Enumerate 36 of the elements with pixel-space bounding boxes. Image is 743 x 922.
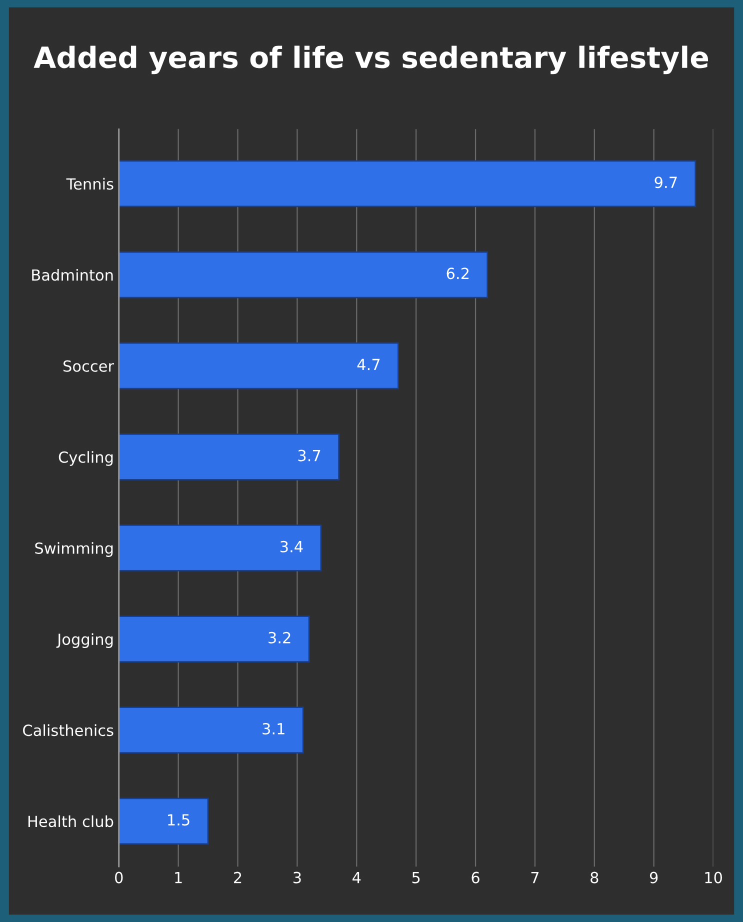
bar	[118, 160, 696, 208]
y-tick-label: Tennis	[66, 178, 114, 190]
x-tick-label: 4	[352, 872, 361, 884]
data-label: 9.7	[654, 176, 677, 188]
x-tick-label: 2	[234, 872, 242, 884]
y-tick-label: Jogging	[56, 633, 113, 648]
x-tick-label: 10	[705, 872, 722, 884]
x-tick-label: 0	[115, 872, 123, 884]
data-label: 3.1	[262, 722, 284, 735]
y-tick-label: Calisthenics	[23, 724, 114, 736]
data-label: 3.7	[298, 450, 320, 462]
y-tick-label: Health club	[28, 815, 114, 828]
bar	[118, 433, 340, 480]
x-tick-label: 3	[294, 872, 301, 884]
bar	[118, 706, 304, 754]
data-label: 4.7	[357, 358, 380, 370]
y-tick-label: Swimming	[35, 542, 113, 557]
bar	[118, 524, 322, 572]
x-tick-label: 5	[412, 872, 420, 884]
data-label: 6.2	[446, 268, 469, 280]
y-tick-label: Soccer	[63, 360, 114, 372]
chart-title: Added years of life vs sedentary lifestyle	[34, 46, 708, 74]
bar	[118, 616, 310, 662]
data-label: 3.4	[280, 540, 303, 552]
bar	[118, 342, 399, 390]
data-label: 3.2	[268, 632, 290, 644]
x-tick-label: 1	[175, 872, 182, 884]
y-tick-label: Cycling	[58, 451, 113, 466]
bar	[118, 251, 488, 298]
x-tick-label: 8	[590, 872, 598, 884]
x-tick-label: 6	[472, 872, 480, 884]
x-tick-label: 9	[650, 872, 658, 884]
y-tick-label: Badminton	[32, 268, 113, 281]
bar	[118, 798, 209, 845]
x-tick-label: 7	[531, 872, 539, 884]
data-label: 1.5	[168, 814, 190, 826]
